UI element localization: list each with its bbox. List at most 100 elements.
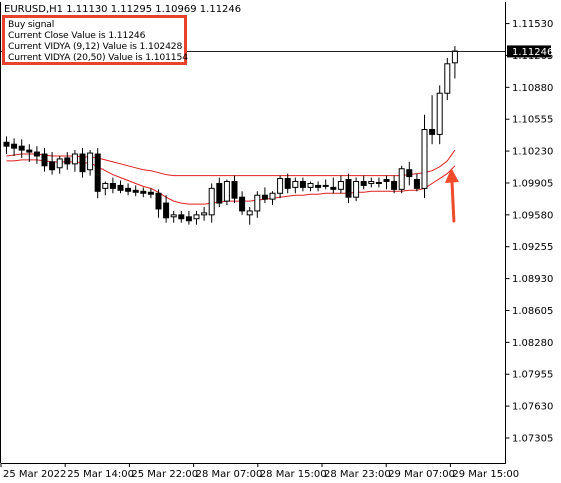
candle-body-bear [41, 153, 48, 167]
y-tick-label: 1.09905 [512, 178, 553, 189]
candle [383, 175, 390, 190]
candle-body-bear [216, 182, 223, 204]
candle-body-bull [56, 158, 63, 169]
candle-body-bear [345, 179, 352, 198]
candle [185, 210, 192, 225]
y-tick-label: 1.11530 [512, 19, 553, 30]
x-tick-label: 28 Mar 23:00 [324, 469, 391, 480]
candle [94, 148, 101, 199]
candle [49, 152, 56, 175]
candle [3, 136, 10, 155]
candle [391, 175, 398, 194]
candle [216, 177, 223, 207]
price-tag-bg [507, 45, 551, 58]
candle-body-bull [254, 194, 261, 212]
candle [307, 181, 314, 192]
comment-line-close: Current Close Value is 1.11246 [8, 30, 146, 41]
candle [406, 161, 413, 186]
candle-body-bear [147, 191, 154, 195]
x-tick-label: 28 Mar 15:00 [260, 469, 327, 480]
candle [429, 95, 436, 145]
candle [147, 188, 154, 199]
candle-body-bull [398, 168, 405, 190]
candle-body-bull [208, 187, 215, 216]
candle [33, 146, 40, 164]
candle-body-bear [109, 182, 116, 189]
candle-body-bull [436, 92, 443, 135]
buy-arrow [444, 168, 459, 223]
candle-body-bear [3, 141, 10, 147]
candle [261, 187, 268, 204]
candle [26, 144, 33, 162]
candles [3, 46, 458, 225]
candle-body-bull [223, 180, 230, 202]
y-tick-label: 1.10230 [512, 147, 553, 158]
candle-body-bull [292, 180, 299, 188]
candle [345, 173, 352, 204]
candle [11, 138, 18, 156]
x-tick-label: 29 Mar 07:00 [388, 469, 455, 480]
candle-body-bear [79, 153, 86, 173]
x-tick-label: 25 Mar 2022 [3, 469, 66, 480]
candle [41, 148, 48, 172]
candle-body-bull [102, 182, 109, 189]
candle-body-bear [26, 149, 33, 153]
candle-body-bear [125, 187, 132, 192]
symbol-header: EURUSD,H1 1.11130 1.11295 1.10969 1.1124… [4, 4, 241, 15]
candle-body-bear [231, 180, 238, 199]
candle-body-bull [337, 180, 344, 190]
candle-body-bear [155, 192, 162, 210]
x-tick-label: 29 Mar 15:00 [452, 469, 519, 480]
candle [277, 175, 284, 199]
candle-body-bull [201, 212, 208, 216]
candle-body-bear [163, 202, 170, 219]
candle [71, 150, 78, 172]
candle [315, 181, 322, 192]
candle [79, 148, 86, 178]
arrow-shaft [450, 178, 456, 223]
candle [375, 177, 382, 188]
candle-body-bear [132, 189, 139, 193]
candle [109, 177, 116, 194]
arrow-head [444, 168, 459, 183]
candle [330, 177, 337, 194]
x-tick-label: 28 Mar 07:00 [196, 469, 263, 480]
candle-body-bull [307, 182, 314, 188]
candle [193, 210, 200, 225]
candle [299, 177, 306, 192]
candle [117, 180, 124, 194]
candle [125, 183, 132, 196]
candle-body-bull [368, 180, 375, 184]
candle-body-bear [64, 157, 71, 165]
comment-line-vidya-fast: Current VIDYA (9,12) Value is 1.102428 [8, 41, 183, 52]
candle-body-bear [117, 184, 124, 191]
candle [102, 181, 109, 196]
candle-body-bear [360, 180, 367, 186]
y-tick-label: 1.07305 [512, 433, 553, 444]
candle-body-bull [451, 50, 458, 64]
candle [170, 210, 177, 223]
candle [178, 210, 185, 223]
y-tick-label: 1.08280 [512, 338, 553, 349]
candle-body-bear [185, 216, 192, 222]
candle [56, 155, 63, 174]
candle [231, 175, 238, 204]
candle [155, 189, 162, 218]
candle-body-bull [353, 180, 360, 198]
candle-body-bear [140, 190, 147, 194]
candle-body-bear [49, 161, 56, 171]
candle [239, 191, 246, 215]
candle [322, 179, 329, 190]
candle-body-bear [239, 196, 246, 212]
candle-body-bull [71, 153, 78, 165]
candle-body-bear [429, 129, 436, 135]
y-tick-label: 1.07630 [512, 402, 553, 413]
y-tick-label: 1.09580 [512, 210, 553, 221]
candle [18, 139, 25, 158]
candle-body-bear [94, 153, 101, 192]
candle-body-bear [406, 169, 413, 178]
price-tag-label: 1.11246 [512, 47, 553, 58]
candle-body-bull [421, 129, 428, 189]
candle-body-bull [246, 210, 253, 216]
